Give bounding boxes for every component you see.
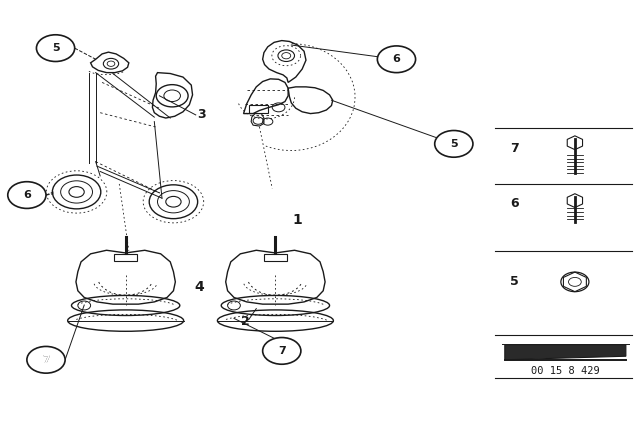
- Polygon shape: [505, 345, 626, 360]
- Text: 7: 7: [510, 142, 519, 155]
- Circle shape: [27, 346, 65, 373]
- Circle shape: [8, 182, 46, 208]
- Text: 7: 7: [278, 346, 285, 356]
- Circle shape: [36, 35, 75, 61]
- Text: 2: 2: [241, 314, 250, 327]
- Text: 3: 3: [198, 108, 206, 121]
- Text: 6: 6: [23, 190, 31, 200]
- Text: 5: 5: [52, 43, 60, 53]
- Text: 7: 7: [42, 355, 50, 365]
- Circle shape: [262, 337, 301, 364]
- Text: 5: 5: [510, 276, 519, 289]
- Text: 6: 6: [392, 54, 401, 64]
- Text: 7: 7: [42, 355, 50, 365]
- Text: 5: 5: [450, 139, 458, 149]
- Text: 6: 6: [510, 198, 518, 211]
- Text: 1: 1: [293, 212, 303, 227]
- Circle shape: [435, 130, 473, 157]
- Text: 4: 4: [194, 280, 204, 294]
- Circle shape: [378, 46, 415, 73]
- Text: 00 15 8 429: 00 15 8 429: [531, 366, 600, 376]
